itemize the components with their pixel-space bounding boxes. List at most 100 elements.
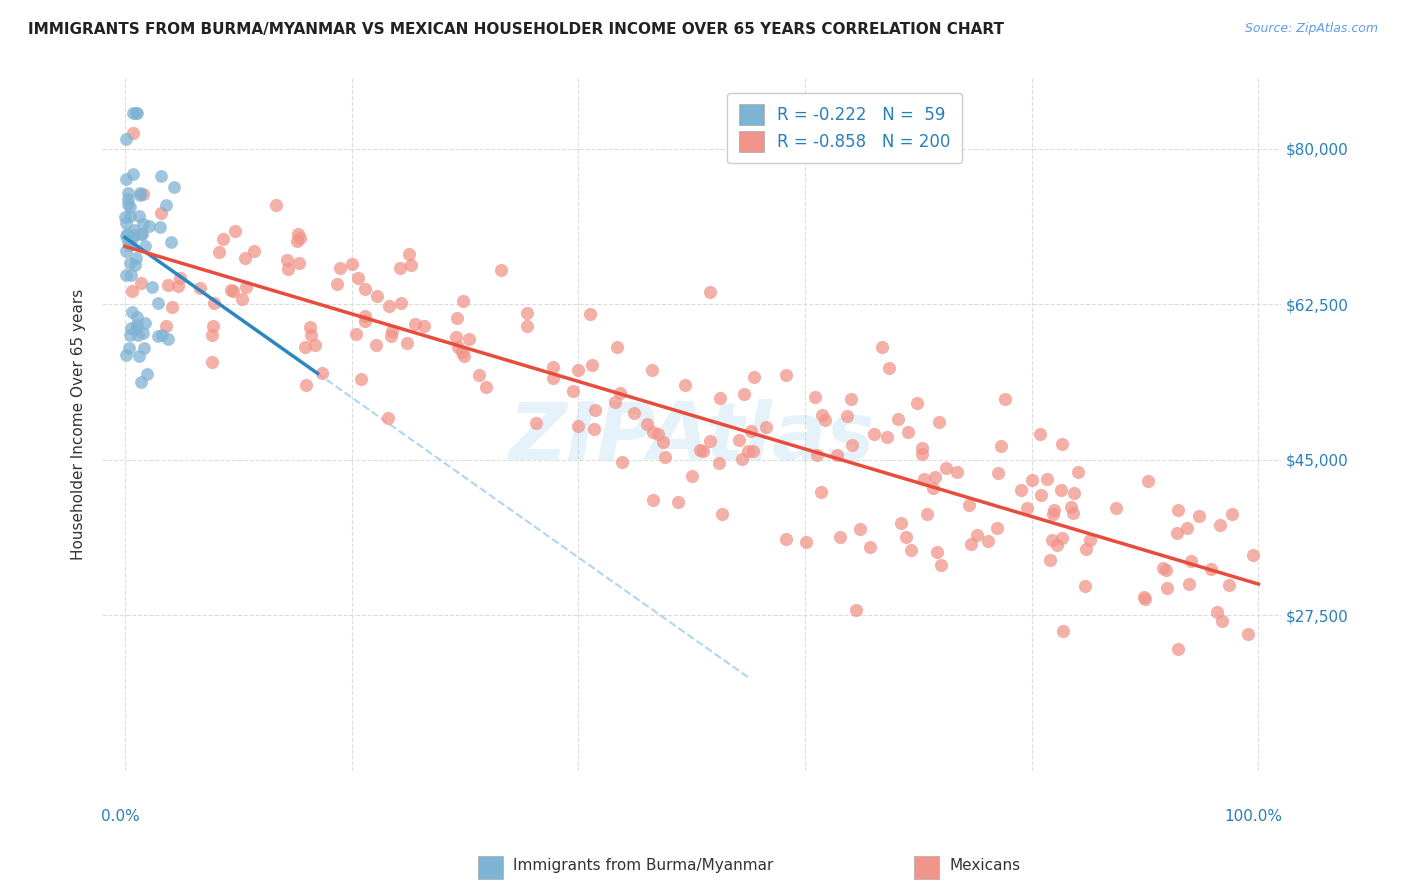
Point [129, 376, 152, 390]
Point [737, 444, 759, 458]
Point [156, 332, 179, 346]
Point [346, 271, 368, 285]
Point [125, 310, 148, 324]
Point [152, 328, 174, 343]
Point [1029, 488, 1052, 502]
Point [136, 367, 159, 381]
Point [398, 246, 420, 260]
Point [1063, 485, 1085, 500]
Point [129, 186, 152, 200]
Point [264, 197, 287, 211]
Point [125, 318, 148, 332]
Point [609, 386, 631, 401]
Point [924, 470, 946, 484]
Point [204, 295, 226, 310]
Point [114, 132, 136, 146]
Point [692, 444, 714, 458]
Point [859, 540, 882, 554]
Point [516, 306, 538, 320]
Point [845, 603, 868, 617]
Point [146, 296, 169, 310]
Point [378, 299, 401, 313]
Point [699, 434, 721, 448]
Point [541, 359, 564, 374]
Point [794, 535, 817, 549]
Point [1152, 561, 1174, 575]
Point [127, 328, 149, 343]
Point [118, 256, 141, 270]
Point [344, 326, 367, 341]
Legend: R = -0.222   N =  59, R = -0.858   N = 200: R = -0.222 N = 59, R = -0.858 N = 200 [727, 93, 963, 163]
Point [814, 413, 837, 427]
Point [666, 494, 689, 508]
Point [353, 314, 375, 328]
Point [131, 227, 153, 241]
Point [125, 321, 148, 335]
Point [673, 378, 696, 392]
Point [897, 425, 920, 439]
Point [1156, 581, 1178, 595]
Point [1188, 509, 1211, 524]
Point [243, 244, 266, 258]
Point [905, 395, 928, 409]
Point [1042, 507, 1064, 521]
Point [605, 394, 627, 409]
Text: ZIPAtlas: ZIPAtlas [509, 399, 875, 477]
Point [222, 285, 245, 299]
Point [699, 285, 721, 299]
Point [160, 300, 183, 314]
Point [132, 217, 155, 231]
Point [1015, 501, 1038, 516]
Point [451, 294, 474, 309]
Point [606, 340, 628, 354]
Point [928, 416, 950, 430]
Point [404, 317, 426, 331]
Point [976, 534, 998, 549]
Point [742, 444, 765, 458]
Point [709, 456, 731, 470]
Point [114, 211, 136, 225]
Point [806, 448, 828, 462]
Point [731, 452, 754, 467]
Point [957, 498, 980, 512]
Point [121, 167, 143, 181]
Point [299, 328, 322, 343]
Point [354, 282, 377, 296]
Point [399, 258, 422, 272]
Point [444, 329, 467, 343]
Point [1175, 521, 1198, 535]
Point [1241, 548, 1264, 562]
Point [1040, 533, 1063, 547]
Point [285, 234, 308, 248]
Point [208, 244, 231, 259]
Point [125, 106, 148, 120]
Point [1042, 503, 1064, 517]
Point [966, 528, 988, 542]
Point [118, 341, 141, 355]
Point [121, 305, 143, 319]
Point [132, 187, 155, 202]
Point [122, 223, 145, 237]
Point [1074, 579, 1097, 593]
Point [1028, 426, 1050, 441]
Point [1039, 553, 1062, 567]
Point [149, 220, 172, 235]
Point [233, 252, 256, 266]
Point [911, 441, 934, 455]
Point [121, 106, 143, 120]
Point [925, 545, 948, 559]
Point [117, 235, 139, 250]
Point [235, 280, 257, 294]
Point [129, 277, 152, 291]
Point [654, 450, 676, 465]
Point [294, 340, 316, 354]
Point [141, 279, 163, 293]
Point [117, 192, 139, 206]
Point [219, 284, 242, 298]
Point [775, 368, 797, 382]
Point [541, 371, 564, 385]
Point [516, 318, 538, 333]
Point [120, 321, 142, 335]
Point [755, 420, 778, 434]
Point [468, 368, 491, 383]
